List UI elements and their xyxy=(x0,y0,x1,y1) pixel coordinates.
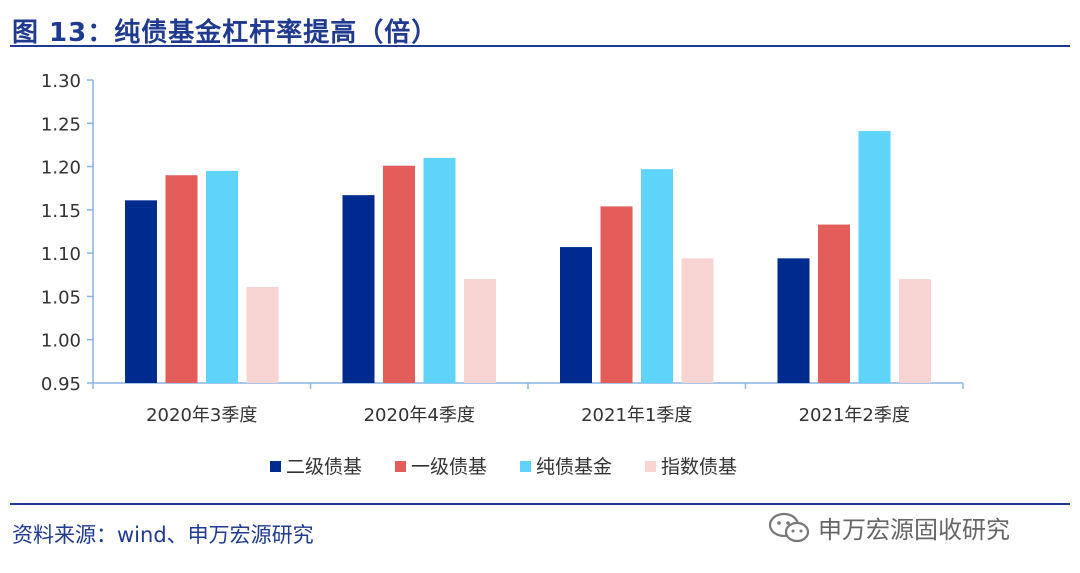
bar xyxy=(125,200,157,383)
bar-chart: 0.95 1.00 1.05 1.10 1.15 1.20 1.25 1.30 2020年3季度… xyxy=(41,71,964,478)
footer-divider xyxy=(10,503,1070,505)
legend-swatch xyxy=(645,461,656,472)
bar xyxy=(246,286,279,383)
source-note: 资料来源：wind、申万宏源研究 xyxy=(12,523,314,547)
x-tick-label: 2020年3季度 xyxy=(146,405,257,426)
y-tick-label: 1.05 xyxy=(41,287,81,308)
bar xyxy=(383,165,415,383)
bar xyxy=(777,258,810,383)
y-tick-label: 1.30 xyxy=(41,71,81,92)
bar xyxy=(899,279,931,383)
bar xyxy=(206,170,238,383)
bar xyxy=(165,175,198,383)
bar xyxy=(464,279,496,383)
y-tick-label: 1.25 xyxy=(41,114,81,135)
watermark: 申万宏源固收研究 xyxy=(768,510,1010,545)
legend-label: 纯债基金 xyxy=(536,456,612,478)
legend-swatch xyxy=(270,461,281,472)
y-tick-label: 0.95 xyxy=(41,374,81,395)
y-tick-label: 1.10 xyxy=(41,244,81,265)
page-title: 图 13：纯债基金杠杆率提高（倍） xyxy=(12,18,439,48)
bar xyxy=(641,169,673,383)
bar xyxy=(818,224,850,383)
bar xyxy=(858,131,891,383)
x-tick-label: 2020年4季度 xyxy=(364,405,475,426)
legend-swatch xyxy=(395,461,406,472)
x-tick-label: 2021年2季度 xyxy=(799,405,910,426)
bar xyxy=(342,195,375,383)
bar xyxy=(560,247,592,383)
legend-label: 指数债基 xyxy=(661,456,737,478)
y-tick-label: 1.20 xyxy=(41,158,81,179)
legend-label: 二级债基 xyxy=(286,456,362,478)
wechat-icon xyxy=(768,512,810,542)
bar xyxy=(423,157,456,383)
watermark-text: 申万宏源固收研究 xyxy=(818,516,1010,544)
legend-swatch xyxy=(520,461,531,472)
bar xyxy=(600,206,633,383)
y-tick-label: 1.00 xyxy=(41,331,81,352)
x-tick-label: 2021年1季度 xyxy=(581,405,692,426)
bar xyxy=(681,258,714,383)
title-divider xyxy=(10,45,1070,47)
y-tick-label: 1.15 xyxy=(41,201,81,222)
legend-label: 一级债基 xyxy=(411,456,487,478)
